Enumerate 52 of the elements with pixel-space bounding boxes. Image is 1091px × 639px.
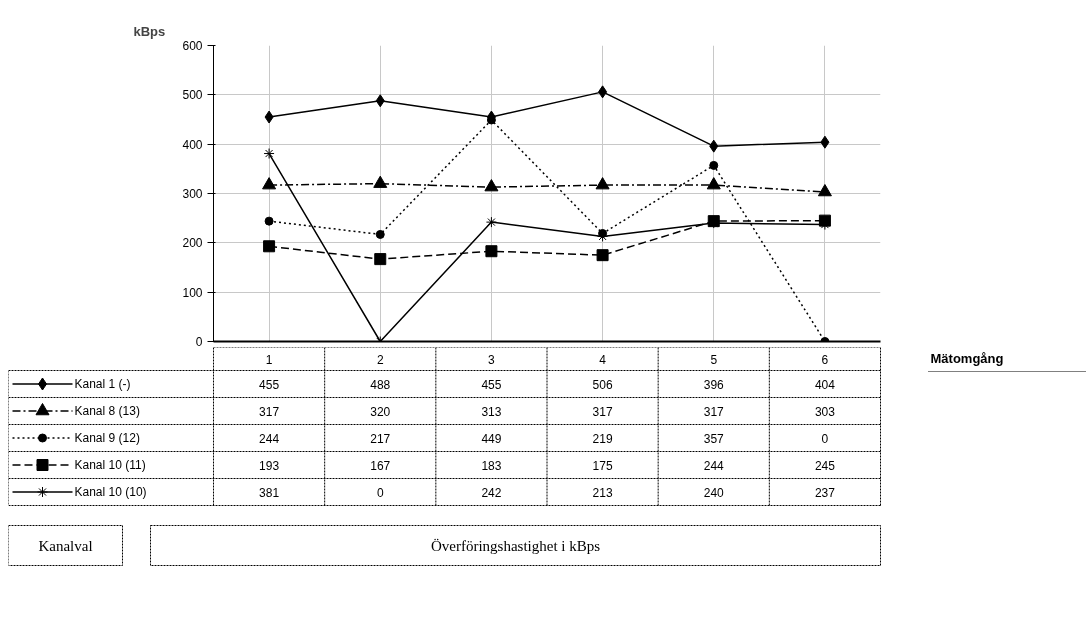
- data-label: 183: [481, 458, 502, 473]
- data-label: 455: [259, 377, 280, 392]
- data-label: 506: [592, 377, 613, 392]
- data-label: 320: [370, 404, 391, 419]
- legend-label: Kanal 9 (12): [74, 431, 140, 445]
- y-axis-title: kBps: [133, 23, 166, 39]
- data-label: 240: [703, 485, 725, 500]
- data-label: 455: [481, 377, 502, 392]
- data-label: 404: [814, 377, 836, 392]
- y-tick-label: 200: [182, 236, 203, 251]
- data-label: 244: [259, 431, 280, 446]
- data-label: 396: [703, 377, 725, 392]
- data-label: 217: [370, 431, 391, 446]
- y-tick-label: 500: [182, 88, 203, 103]
- data-label: 317: [703, 404, 725, 419]
- data-label: 0: [821, 431, 829, 446]
- y-tick-label: 300: [182, 187, 203, 201]
- x-tick-label: 4: [599, 352, 607, 367]
- x-tick-label: 5: [710, 352, 718, 367]
- data-label: 0: [376, 485, 384, 500]
- y-tick-label: 0: [195, 335, 203, 349]
- data-label: 237: [814, 485, 836, 500]
- data-label: 317: [259, 404, 280, 419]
- data-label: 244: [703, 458, 725, 473]
- data-label: 167: [370, 458, 391, 473]
- data-label: 488: [370, 377, 391, 392]
- data-label: 303: [814, 404, 836, 419]
- data-label: 175: [592, 458, 613, 473]
- data-label: 381: [259, 485, 280, 500]
- text: Överföringshastighet i kBps: [430, 537, 601, 554]
- x-tick-label: 6: [821, 352, 829, 367]
- data-label: 357: [703, 431, 725, 446]
- y-tick-label: 600: [182, 39, 203, 53]
- y-tick-label: 100: [182, 285, 203, 300]
- legend-label: Kanal 8 (13): [74, 404, 140, 418]
- data-label: 213: [592, 485, 613, 500]
- x-axis-title: Mätomgång: [930, 351, 1004, 366]
- legend-label: Kanal 10 (11): [74, 458, 146, 472]
- text: Kanalval: [38, 537, 93, 554]
- data-label: 219: [592, 431, 613, 446]
- data-label: 313: [481, 404, 502, 419]
- y-tick-label: 400: [182, 137, 203, 152]
- data-label: 245: [814, 458, 836, 473]
- data-label: 242: [481, 485, 502, 500]
- data-label: 193: [259, 458, 280, 473]
- data-label: 317: [592, 404, 613, 419]
- data-label: 449: [481, 431, 502, 446]
- x-tick-label: 3: [488, 352, 496, 367]
- x-tick-label: 2: [376, 352, 384, 367]
- x-tick-label: 1: [265, 352, 273, 367]
- legend-label: Kanal 1 (-): [74, 377, 131, 391]
- legend-label: Kanal 10 (10): [74, 485, 147, 499]
